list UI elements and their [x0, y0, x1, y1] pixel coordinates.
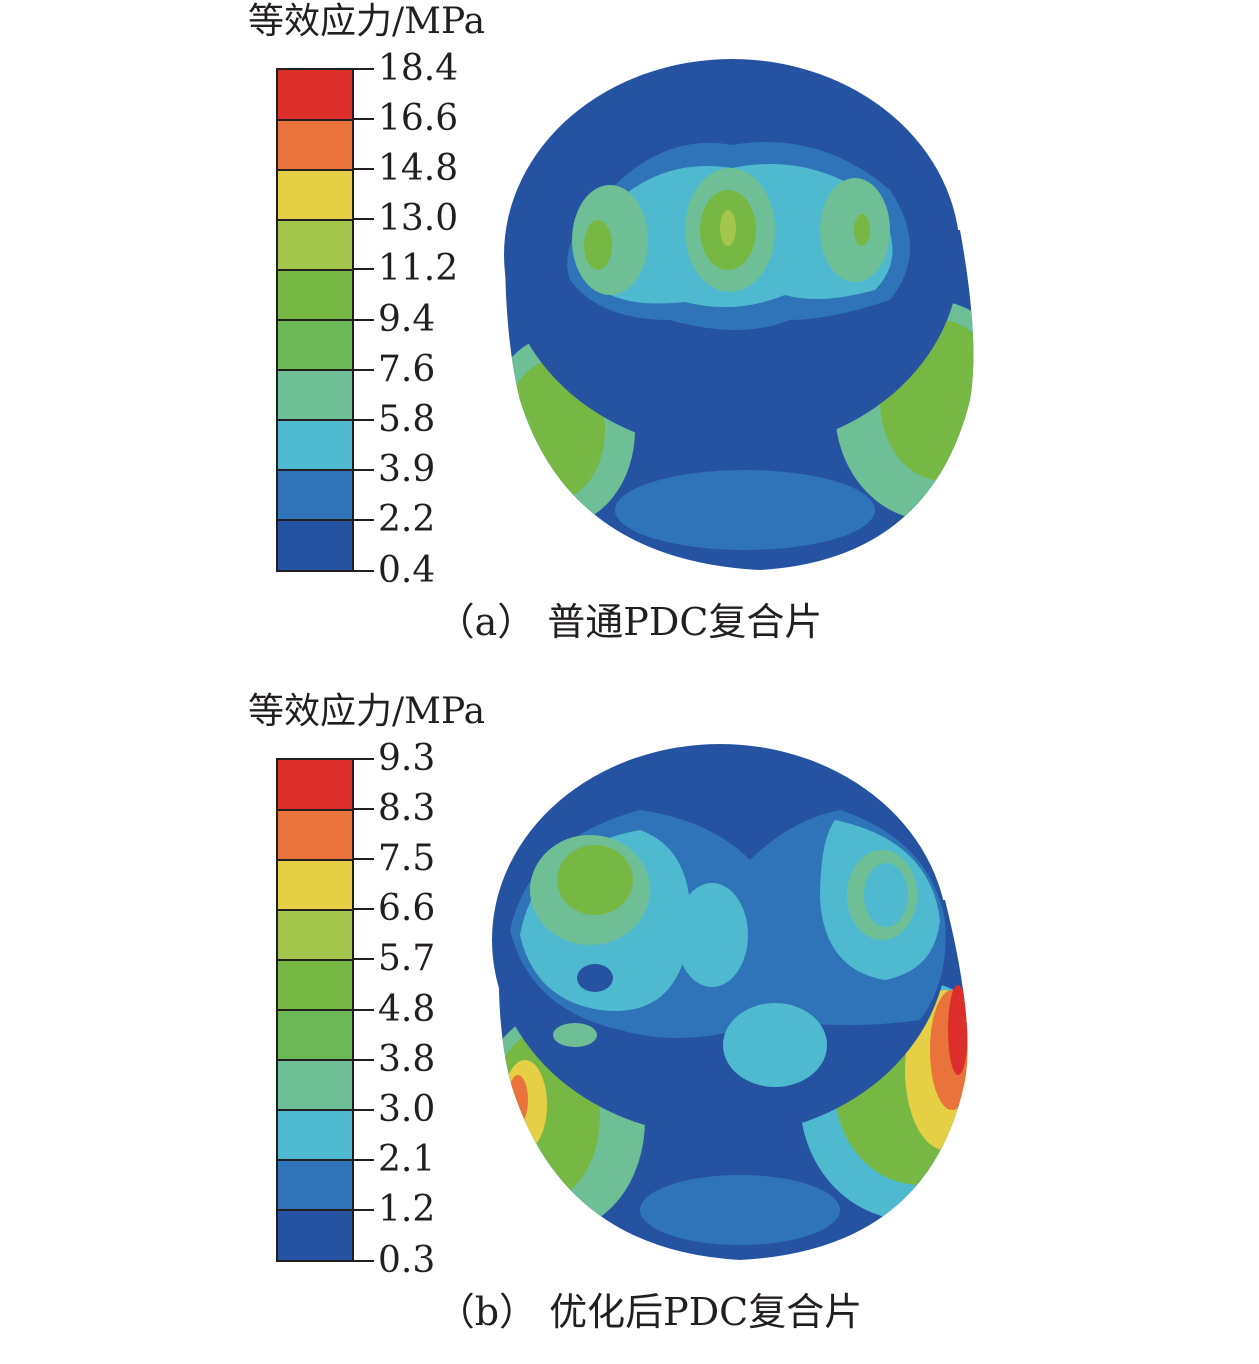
colorbar-band [278, 811, 352, 861]
colorbar-tick-label: 11.2 [378, 248, 459, 289]
colorbar-tick [352, 1159, 374, 1161]
colorbar-band [278, 321, 352, 371]
colorbar-tick-label: 3.0 [378, 1089, 436, 1130]
colorbar-tick-label: 9.4 [378, 299, 436, 340]
colorbar-band [278, 371, 352, 421]
colorbar-tick-label: 0.4 [378, 550, 436, 591]
colorbar-band [278, 221, 352, 271]
colorbar-band [278, 1211, 352, 1260]
colorbar-tick [352, 268, 374, 270]
colorbar-tick [352, 168, 374, 170]
colorbar-tick-label: 9.3 [378, 738, 436, 779]
pdc-stress-contour-image [492, 744, 968, 1260]
colorbar-band [278, 961, 352, 1011]
colorbar-band [278, 70, 352, 121]
colorbar-band [278, 911, 352, 961]
colorbar-band [278, 1111, 352, 1161]
colorbar-tick [352, 1109, 374, 1111]
stress-colorbar [276, 68, 354, 572]
colorbar-tick [352, 118, 374, 120]
colorbar-tick [352, 469, 374, 471]
colorbar-band [278, 861, 352, 911]
colorbar-tick [352, 218, 374, 220]
colorbar-tick [352, 808, 374, 810]
colorbar-tick-label: 7.5 [378, 838, 436, 879]
colorbar-band [278, 421, 352, 471]
panel-b-caption: （b） 优化后PDC复合片 [436, 1290, 863, 1334]
colorbar-tick [352, 68, 374, 70]
colorbar-tick [352, 1260, 374, 1262]
colorbar-tick [352, 1059, 374, 1061]
colorbar-tick-label: 13.0 [378, 198, 459, 239]
colorbar-tick [352, 858, 374, 860]
pdc-stress-contour-image [504, 59, 974, 570]
colorbar-band [278, 471, 352, 521]
panel-b: 等效应力/MPa 9.3 8.3 7.5 6.6 5.7 4.8 3.8 3.0… [0, 690, 1259, 1364]
colorbar-band [278, 271, 352, 321]
colorbar-band [278, 521, 352, 570]
panel-a: 等效应力/MPa 18.4 16.6 14.8 13.0 11.2 9.4 7.… [0, 0, 1259, 674]
colorbar-tick [352, 1009, 374, 1011]
colorbar-tick [352, 758, 374, 760]
colorbar-band [278, 1011, 352, 1061]
colorbar-tick-label: 7.6 [378, 349, 436, 390]
colorbar-tick [352, 319, 374, 321]
colorbar-tick-label: 3.9 [378, 449, 436, 490]
colorbar-band [278, 760, 352, 811]
colorbar-tick [352, 958, 374, 960]
colorbar-tick-label: 3.8 [378, 1039, 436, 1080]
colorbar-tick-label: 5.8 [378, 399, 436, 440]
colorbar-tick-label: 18.4 [378, 48, 459, 89]
colorbar-tick-label: 8.3 [378, 788, 436, 829]
colorbar-tick-label: 2.2 [378, 499, 436, 540]
colorbar-tick [352, 1209, 374, 1211]
colorbar-tick [352, 570, 374, 572]
colorbar-tick-label: 6.6 [378, 888, 436, 929]
colorbar-tick-label: 1.2 [378, 1189, 436, 1230]
colorbar-tick-label: 14.8 [378, 148, 459, 189]
legend-title: 等效应力/MPa [248, 1, 486, 42]
colorbar-tick-label: 2.1 [378, 1139, 436, 1180]
legend-title: 等效应力/MPa [248, 691, 486, 732]
colorbar-tick [352, 369, 374, 371]
colorbar-tick-label: 16.6 [378, 98, 459, 139]
colorbar-tick-label: 0.3 [378, 1240, 436, 1281]
colorbar-tick-label: 4.8 [378, 989, 436, 1030]
colorbar-band [278, 1061, 352, 1111]
panel-a-caption: （a） 普通PDC复合片 [436, 600, 823, 644]
colorbar-band [278, 171, 352, 221]
colorbar-band [278, 1161, 352, 1211]
colorbar-band [278, 121, 352, 171]
colorbar-tick-label: 5.7 [378, 938, 436, 979]
colorbar-tick [352, 419, 374, 421]
colorbar-tick [352, 908, 374, 910]
colorbar-tick [352, 519, 374, 521]
stress-colorbar [276, 758, 354, 1262]
